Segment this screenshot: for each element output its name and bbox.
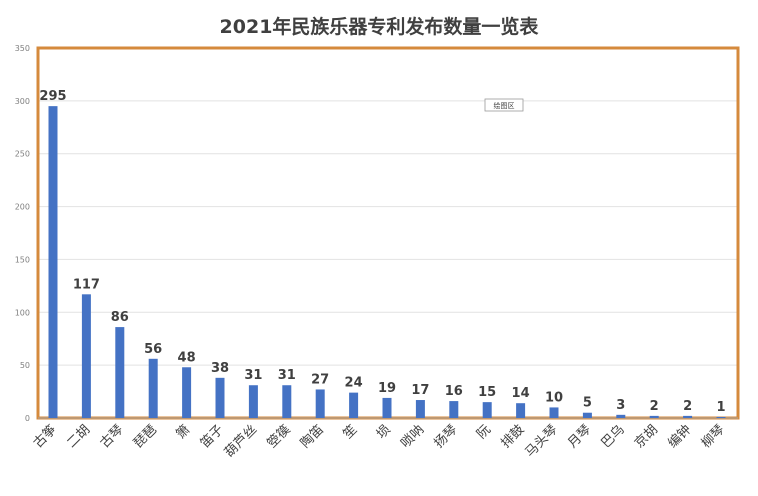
data-label: 1	[716, 400, 725, 415]
y-tick-label: 200	[15, 203, 30, 212]
bar	[683, 415, 693, 418]
data-label: 2	[683, 399, 692, 414]
data-label: 117	[73, 277, 100, 292]
x-tick-label: 葫芦丝	[222, 422, 260, 460]
bar	[582, 412, 592, 418]
data-label: 31	[278, 368, 296, 383]
x-tick-label: 阮	[474, 422, 494, 442]
y-tick-label: 0	[25, 414, 30, 423]
data-label: 56	[144, 342, 162, 357]
data-label: 38	[211, 361, 229, 376]
bar	[382, 397, 392, 418]
bar	[616, 414, 626, 418]
x-tick-label: 巴乌	[598, 422, 628, 452]
x-tick-label: 唢呐	[398, 422, 428, 452]
x-tick-label: 排鼓	[498, 422, 527, 451]
y-tick-label: 150	[15, 255, 30, 264]
bar	[415, 400, 425, 418]
y-tick-label: 50	[20, 361, 30, 370]
x-tick-label: 京胡	[632, 422, 661, 451]
y-tick-label: 100	[15, 308, 30, 317]
data-label: 19	[378, 381, 396, 396]
x-tick-label: 编钟	[665, 422, 695, 452]
x-tick-label: 陶笛	[297, 422, 327, 452]
y-tick-label: 350	[15, 44, 30, 53]
data-label: 5	[583, 396, 592, 411]
x-tick-label: 笙	[340, 422, 361, 443]
x-tick-label: 琵琶	[131, 422, 160, 451]
x-tick-label: 月琴	[565, 422, 594, 451]
bar	[48, 106, 58, 419]
bar	[81, 294, 91, 418]
data-label: 24	[345, 376, 363, 391]
data-label: 17	[411, 383, 429, 398]
data-label: 48	[178, 350, 196, 365]
y-tick-label: 250	[15, 150, 30, 159]
x-tick-label: 二胡	[64, 422, 93, 451]
data-label: 10	[545, 390, 563, 405]
x-tick-label: 笛子	[197, 422, 227, 452]
data-label: 86	[111, 310, 129, 325]
bar	[215, 377, 225, 418]
chart-title: 2021年民族乐器专利发布数量一览表	[219, 16, 539, 38]
bar	[716, 416, 726, 418]
data-label: 15	[478, 385, 496, 400]
bar	[449, 401, 459, 418]
bar	[516, 403, 526, 418]
data-label: 3	[616, 398, 625, 413]
bar	[549, 407, 559, 418]
bar	[182, 367, 192, 418]
x-tick-label: 扬琴	[432, 422, 461, 451]
bar	[115, 327, 125, 418]
data-label: 27	[311, 372, 329, 387]
x-tick-label: 马头琴	[523, 422, 561, 460]
x-tick-label: 箫	[173, 422, 194, 443]
x-tick-label: 埙	[374, 422, 394, 442]
data-label: 14	[512, 386, 530, 401]
x-tick-label: 柳琴	[699, 422, 728, 451]
x-tick-label: 古琴	[98, 422, 127, 451]
x-tick-label: 古筝	[30, 422, 60, 452]
bar	[248, 385, 258, 418]
data-label: 31	[244, 368, 262, 383]
bar	[482, 402, 492, 418]
y-tick-label: 300	[15, 97, 30, 106]
data-label: 2	[650, 399, 659, 414]
x-tick-label: 箜篌	[264, 422, 294, 452]
plot-area-tooltip	[484, 98, 524, 112]
plot-area-frame	[36, 46, 740, 420]
bar	[282, 385, 292, 418]
plot-area-tooltip-text: 绘图区	[494, 101, 515, 110]
bar	[148, 358, 158, 418]
data-label: 295	[39, 89, 66, 104]
bar	[649, 415, 659, 418]
data-label: 16	[445, 384, 463, 399]
bar	[349, 392, 359, 418]
bar	[315, 389, 325, 418]
